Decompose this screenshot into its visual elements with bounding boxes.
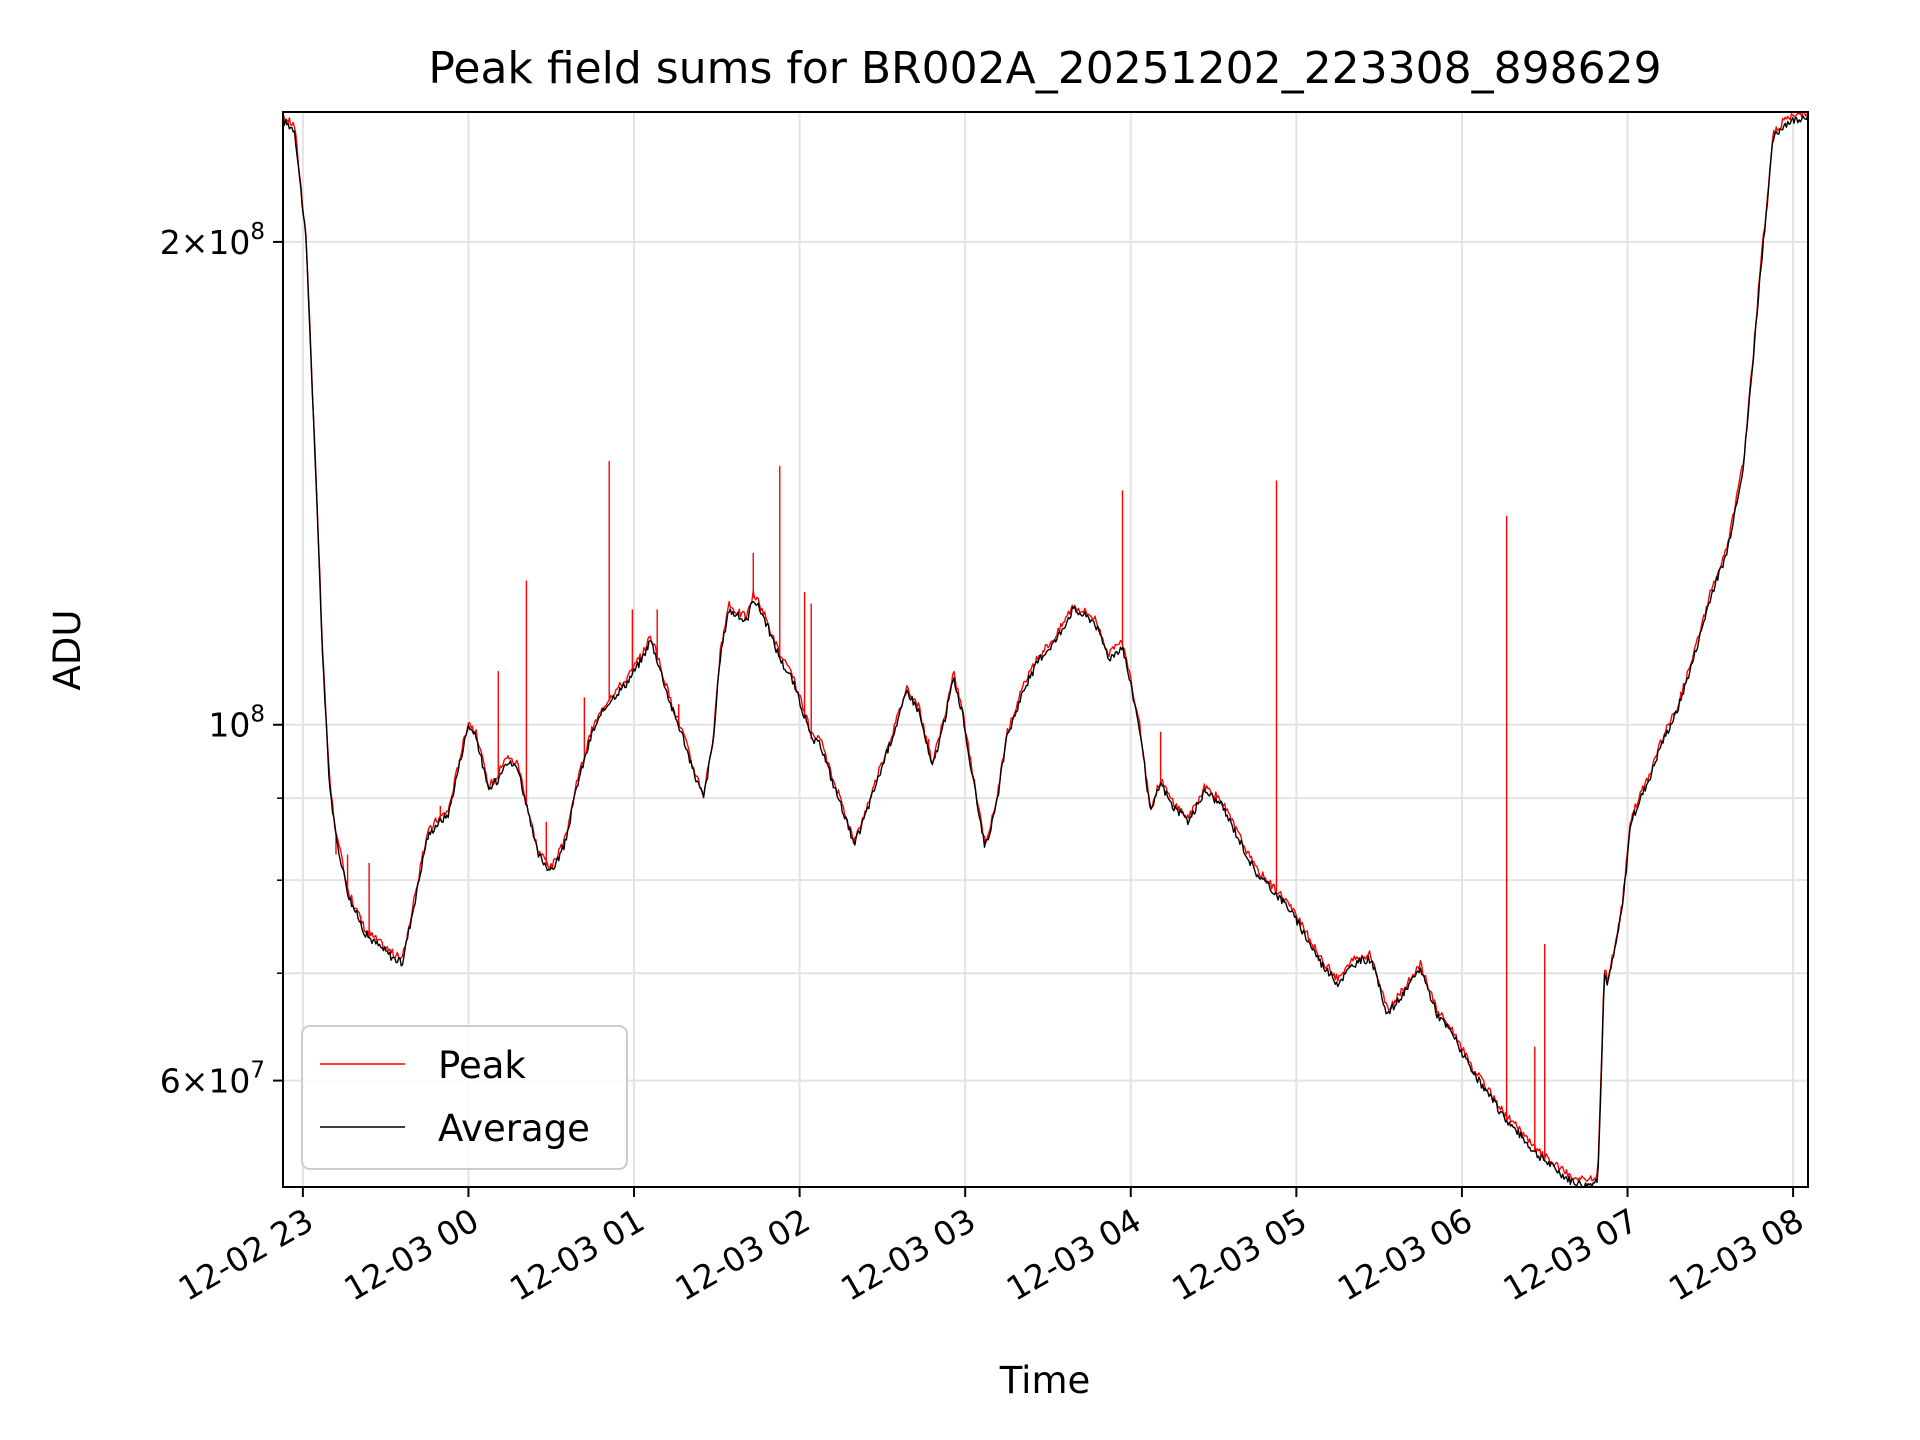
y-tick-label: 108 <box>208 702 265 745</box>
chart-title: Peak field sums for BR002A_20251202_2233… <box>428 43 1661 94</box>
y-tick-label: 2×108 <box>160 219 265 262</box>
x-axis-label: Time <box>999 1359 1091 1402</box>
legend: Peak Average <box>301 1025 628 1170</box>
y-axis-label: ADU <box>46 610 89 691</box>
grid-layer <box>283 112 1808 1187</box>
series-group <box>283 112 1808 1187</box>
y-tick-label: 6×107 <box>160 1058 265 1101</box>
legend-box <box>301 1025 628 1170</box>
legend-average-label: Average <box>438 1107 590 1150</box>
plot-frame <box>282 111 1809 1188</box>
plot-layer <box>283 112 1808 1187</box>
average-series-line <box>283 112 1808 1187</box>
legend-peak-label: Peak <box>438 1044 526 1087</box>
